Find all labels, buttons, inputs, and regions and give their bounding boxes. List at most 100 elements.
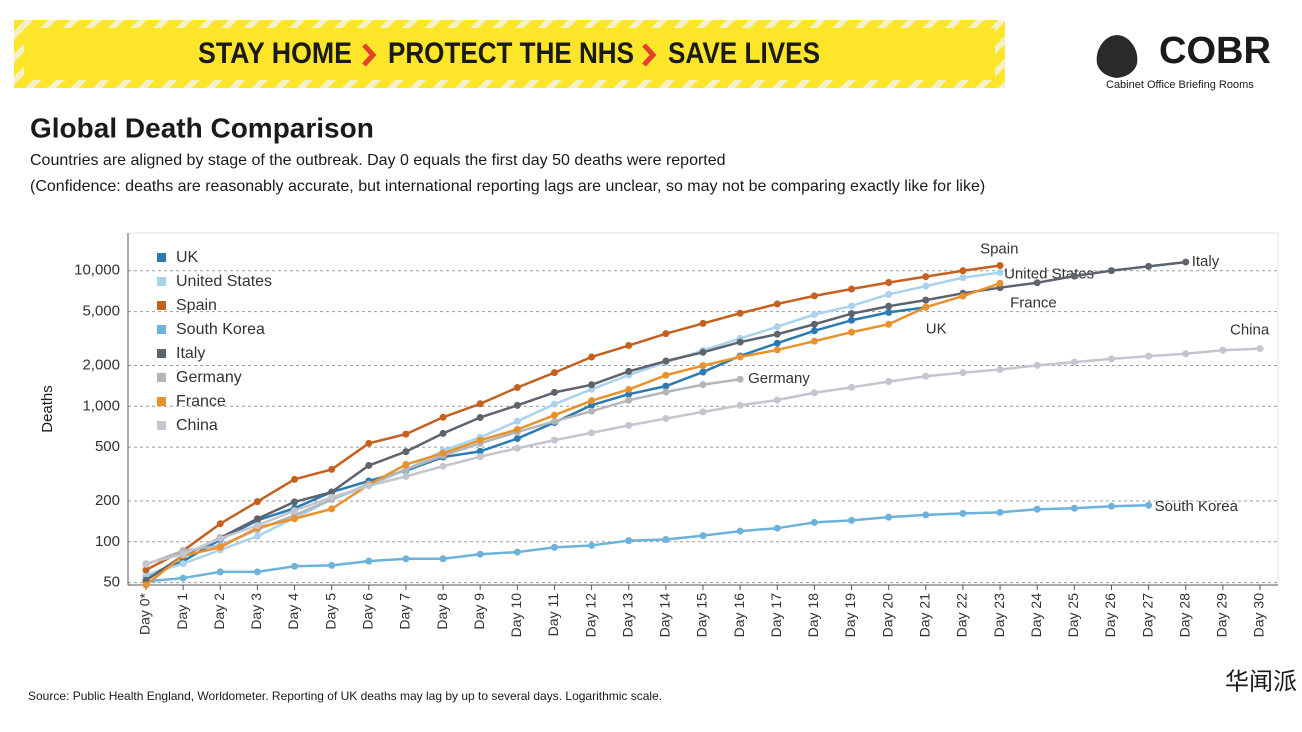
series-end-label: Italy [1192,253,1220,270]
data-point [365,461,373,469]
data-point [662,535,670,543]
data-point [810,320,818,328]
chevron [362,43,377,67]
data-point [216,568,224,576]
data-point [625,421,633,429]
legend-swatch [157,349,166,358]
data-point [810,292,818,300]
data-point [699,368,707,376]
data-point [1070,504,1078,512]
data-point [662,415,670,423]
data-point [588,353,596,361]
data-point [625,537,633,545]
series-end-label: South Korea [1155,498,1239,515]
data-point [1070,358,1078,366]
series-line [145,271,1001,577]
data-point [439,462,447,470]
data-point [1145,501,1153,509]
x-tick-label: Day 28 [1176,593,1192,638]
data-point [402,448,410,456]
x-tick-label: Day 25 [1065,593,1081,638]
chart-note: (Confidence: deaths are reasonably accur… [30,178,985,195]
legend-label: Italy [176,345,205,362]
data-point [142,581,150,589]
data-point [291,475,299,483]
series-line [145,282,1001,586]
legend-swatch [157,301,166,310]
data-point [848,516,856,524]
data-point [885,308,893,316]
data-point [773,339,781,347]
data-point [848,316,856,324]
series-end-label: Spain [980,240,1018,257]
data-point [848,285,856,293]
data-point [736,338,744,346]
data-point [402,465,410,473]
legend-swatch [157,421,166,430]
y-tick-label: 500 [95,438,120,455]
data-point [959,267,967,275]
data-point [959,292,967,300]
data-point [550,436,558,444]
x-tick-label: Day 4 [285,593,301,630]
chart-subtitle: Countries are aligned by stage of the ou… [30,152,726,169]
banner-item: PROTECT THE NHS [388,37,634,70]
x-tick-label: Day 13 [619,593,635,638]
data-point [959,274,967,282]
legend-swatch [157,373,166,382]
data-point [328,488,336,496]
data-point [216,534,224,542]
x-tick-label: Day 24 [1028,593,1044,638]
data-point [476,436,484,444]
data-point [996,262,1004,270]
data-point [439,555,447,563]
data-point [922,273,930,281]
data-point [773,346,781,354]
data-point [179,574,187,582]
data-point [439,413,447,421]
data-point [885,320,893,328]
legend-label: UK [176,249,199,266]
data-point [1033,361,1041,369]
x-tick-label: Day 17 [768,593,784,638]
data-point [253,568,261,576]
x-tick-label: Day 18 [805,593,821,638]
x-tick-label: Day 1 [174,593,190,630]
data-point [699,348,707,356]
data-point [736,401,744,409]
data-point [402,472,410,480]
data-point [699,532,707,540]
y-tick-label: 5,000 [82,303,120,320]
data-point [550,417,558,425]
legend-swatch [157,253,166,262]
data-point [328,465,336,473]
x-tick-label: Day 7 [397,593,413,630]
data-point [513,548,521,556]
data-point [773,524,781,532]
data-point [439,429,447,437]
data-point [996,508,1004,516]
data-point [922,372,930,380]
data-point [550,400,558,408]
logo-name: COBR [1159,30,1271,72]
logo-subtitle: Cabinet Office Briefing Rooms [1106,79,1254,91]
data-point [291,515,299,523]
x-tick-label: Day 29 [1214,593,1230,638]
data-point [1107,502,1115,510]
data-point [550,388,558,396]
series-line [145,504,1149,583]
data-point [662,357,670,365]
series-end-label: UK [926,320,947,337]
x-tick-label: Day 21 [917,593,933,638]
legend-label: South Korea [176,321,265,338]
data-point [736,309,744,317]
data-point [773,330,781,338]
data-point [848,310,856,318]
data-point [402,555,410,563]
banner-fill [24,28,995,80]
x-tick-label: Day 6 [360,593,376,630]
y-tick-label: 100 [95,533,120,550]
data-point [625,385,633,393]
data-point [1107,267,1115,275]
data-point [142,560,150,568]
